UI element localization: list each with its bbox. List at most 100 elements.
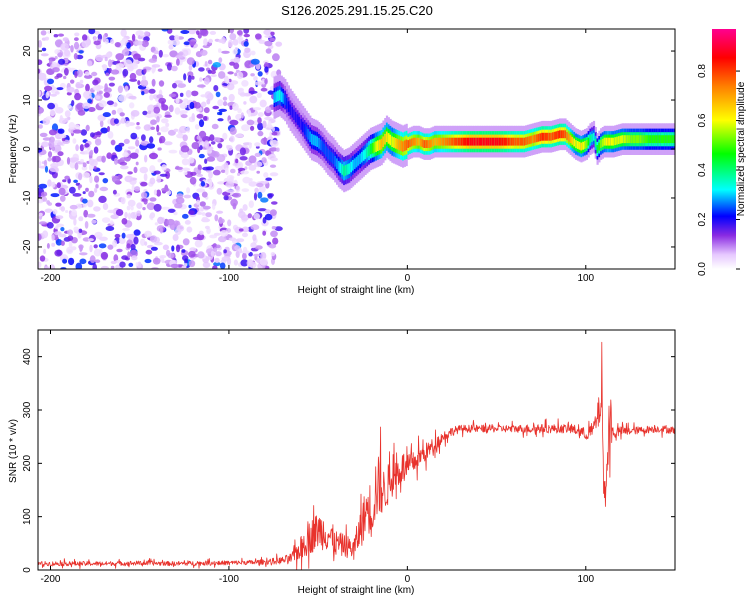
noise-cell — [110, 139, 116, 146]
noise-cell — [52, 209, 58, 215]
ridge-cell — [421, 139, 424, 148]
x-tick-label: 0 — [405, 574, 411, 585]
noise-cell — [82, 162, 87, 168]
ridge-cell — [534, 134, 537, 143]
noise-cell — [264, 209, 271, 214]
noise-cell — [256, 182, 264, 188]
noise-cell — [41, 191, 48, 197]
noise-cell — [39, 221, 47, 225]
ridge-cell — [402, 141, 405, 152]
noise-cell — [146, 202, 156, 211]
ridge-cell — [448, 137, 451, 146]
noise-cell — [238, 228, 244, 232]
noise-cell — [60, 42, 69, 51]
ridge-cell — [575, 140, 578, 148]
ridge-cell — [289, 104, 292, 116]
noise-cell — [45, 91, 50, 99]
ridge-cell — [394, 138, 398, 149]
noise-cell — [217, 218, 225, 224]
ridge-cell — [641, 135, 644, 144]
noise-cell — [149, 94, 154, 101]
ridge-cell — [501, 137, 505, 146]
noise-cell — [248, 164, 257, 171]
noise-cell — [187, 75, 192, 83]
noise-cell — [51, 123, 59, 132]
noise-cell — [44, 85, 53, 92]
noise-cell — [182, 134, 188, 142]
noise-cell — [64, 117, 69, 123]
ridge-cell — [555, 131, 558, 140]
noise-cell — [115, 63, 125, 69]
noise-cell — [232, 49, 238, 55]
noise-cell — [122, 227, 130, 231]
ridge-cell — [325, 146, 328, 157]
noise-cell — [181, 249, 186, 253]
ridge-cell — [311, 133, 314, 145]
ridge-cell — [493, 137, 496, 146]
noise-cell — [107, 209, 117, 214]
noise-cell — [87, 199, 94, 208]
ridge-cell — [405, 139, 408, 151]
noise-cell — [78, 216, 84, 222]
noise-cell — [55, 215, 64, 220]
noise-cell — [41, 47, 47, 52]
noise-cell — [140, 238, 146, 246]
noise-cell — [230, 168, 236, 174]
noise-cell — [104, 83, 108, 91]
noise-cell — [162, 244, 169, 251]
noise-cell — [40, 53, 49, 57]
noise-cell — [133, 229, 141, 236]
ridge-cell — [548, 132, 551, 141]
ridge-cell — [284, 94, 287, 106]
noise-cell — [105, 72, 110, 77]
snr-y-label: SNR (10 * v/v) — [8, 419, 19, 483]
noise-cell — [222, 132, 228, 140]
ridge-cell — [337, 160, 340, 172]
noise-cell — [113, 157, 118, 165]
noise-cell — [102, 203, 109, 210]
noise-cell — [250, 224, 260, 231]
snr-y-ticks: 0 100 200 300 400 — [22, 348, 675, 573]
ridge-cell — [291, 107, 294, 118]
noise-cell — [170, 263, 179, 269]
noise-cell — [157, 147, 162, 151]
y-tick-label: -10 — [22, 190, 33, 205]
noise-cell — [139, 32, 144, 37]
noise-cell — [178, 125, 188, 134]
ridge-cell — [466, 137, 469, 146]
noise-cell — [269, 209, 277, 217]
noise-cell — [214, 257, 220, 264]
ridge-cell — [305, 126, 308, 138]
noise-cell — [227, 219, 232, 227]
noise-cell — [252, 107, 262, 111]
noise-cell — [208, 171, 213, 179]
noise-cell — [38, 40, 42, 48]
noise-cell — [88, 158, 95, 165]
ridge-cell — [293, 109, 296, 120]
noise-cell — [119, 161, 128, 166]
noise-cell — [92, 263, 97, 269]
ridge-cell — [380, 138, 383, 150]
noise-cell — [159, 135, 166, 144]
ridge-cell — [410, 138, 414, 147]
noise-cell — [250, 58, 260, 65]
noise-cell — [226, 77, 230, 85]
noise-cell — [147, 110, 152, 115]
noise-cell — [51, 181, 56, 188]
ridge-cell — [528, 136, 531, 145]
noise-cell — [210, 74, 217, 78]
noise-cell — [166, 249, 171, 257]
ridge-cell — [416, 137, 419, 146]
ridge-cell — [309, 131, 312, 143]
noise-cell — [121, 232, 126, 239]
ridge-cell — [576, 141, 580, 149]
noise-cell — [41, 141, 49, 148]
noise-cell — [257, 71, 263, 77]
noise-cell — [208, 38, 214, 44]
noise-cell — [221, 50, 230, 54]
noise-cell — [38, 212, 43, 217]
noise-cell — [106, 100, 114, 106]
noise-cell — [269, 147, 278, 152]
noise-cell — [142, 207, 146, 211]
